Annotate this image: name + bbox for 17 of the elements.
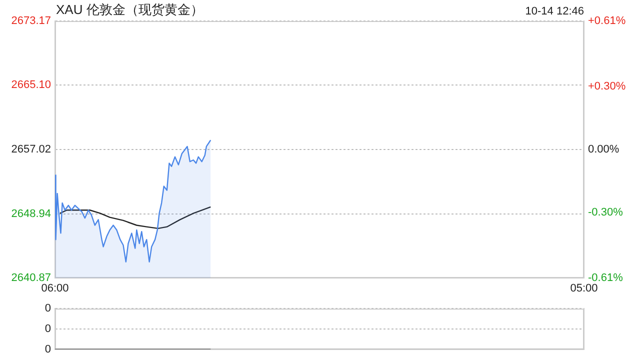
x-tick-label: 06:00	[41, 282, 69, 295]
y-tick-label: 2657.02	[11, 144, 51, 156]
y-tick-label: 2665.10	[11, 79, 51, 92]
y2-tick-label: -0.30%	[588, 206, 624, 219]
y-tick-label: 0	[44, 302, 51, 315]
y2-tick-label: +0.30%	[588, 80, 626, 92]
y2-tick-label: 0.00%	[588, 144, 620, 156]
text: 10-14 12:46	[525, 6, 584, 18]
y-tick-label: 2640.87	[11, 272, 51, 284]
x-tick-label: 05:00	[570, 282, 598, 295]
y2-tick-label: -0.61%	[588, 272, 624, 284]
y2-tick-label: +0.61%	[588, 15, 626, 28]
chart-title: XAU 伦敦金（现货黄金）	[56, 2, 204, 18]
y-tick-label: 0	[44, 343, 51, 356]
y-tick-label: 2673.17	[11, 15, 51, 28]
y-tick-label: 0	[44, 323, 51, 336]
y-tick-label: 2648.94	[11, 208, 51, 220]
